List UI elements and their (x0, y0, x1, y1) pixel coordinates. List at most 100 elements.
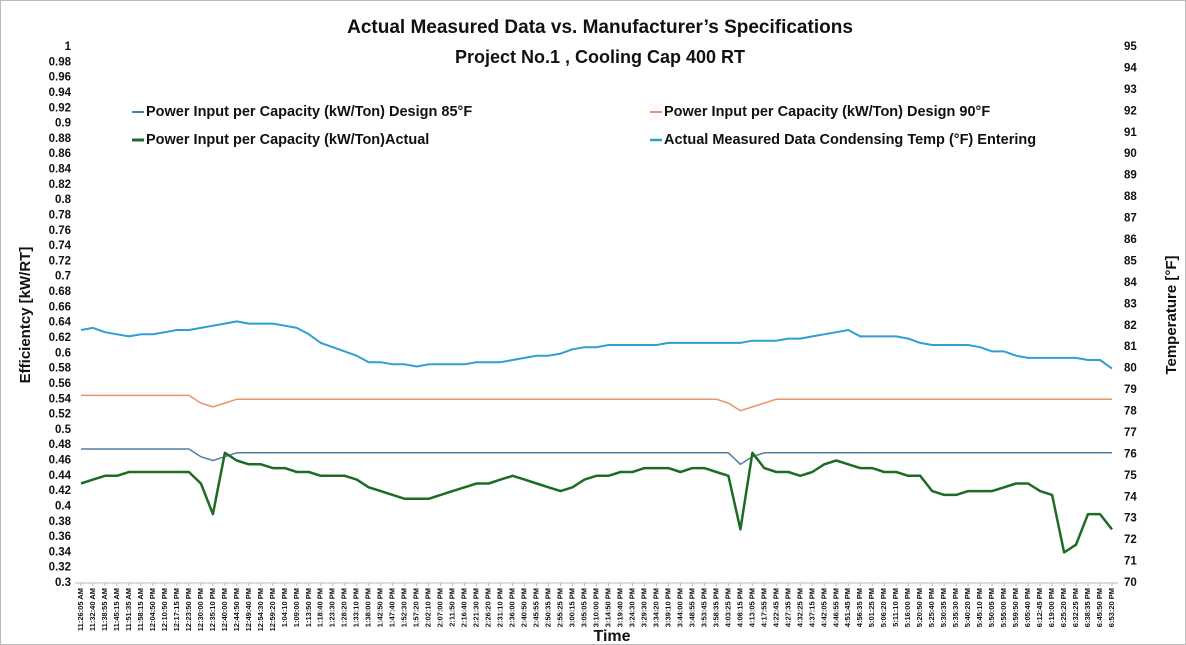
y-tick-label: 0.74 (49, 240, 72, 252)
y-tick-label: 1 (65, 41, 72, 53)
y2-tick-label: 79 (1124, 384, 1137, 396)
y-tick-label: 0.98 (49, 56, 72, 68)
x-tick-label: 3:00:15 PM (568, 588, 577, 627)
y-tick-label: 0.4 (55, 500, 72, 512)
y-tick-label: 0.5 (55, 424, 72, 436)
x-tick-label: 5:06:20 PM (879, 588, 888, 627)
x-tick-label: 12:59:20 PM (268, 588, 277, 631)
x-tick-label: 5:55:00 PM (999, 588, 1008, 627)
series-line (81, 448, 1112, 466)
legend-label: Actual Measured Data Condensing Temp (°F… (664, 132, 1036, 148)
x-axis-label: Time (593, 628, 630, 645)
y-tick-label: 0.68 (49, 286, 72, 298)
x-tick-label: 5:45:10 PM (975, 588, 984, 627)
y-tick-label: 0.76 (49, 225, 71, 237)
x-tick-label: 12:49:40 PM (244, 588, 253, 631)
x-tick-label: 12:23:50 PM (184, 588, 193, 631)
x-tick-label: 6:38:35 PM (1083, 588, 1092, 627)
y-tick-label: 0.42 (49, 485, 71, 497)
x-tick-label: 1:42:50 PM (376, 588, 385, 627)
y2-tick-label: 77 (1124, 427, 1137, 439)
x-tick-label: 1:47:40 PM (388, 588, 397, 627)
y2-tick-label: 94 (1124, 62, 1137, 74)
x-tick-label: 3:48:55 PM (687, 588, 696, 627)
y-tick-label: 0.88 (49, 133, 72, 145)
x-tick-label: 2:07:00 PM (436, 588, 445, 627)
series-line (80, 320, 1113, 370)
x-tick-label: 1:23:30 PM (328, 588, 337, 627)
y2-tick-label: 72 (1124, 534, 1137, 546)
x-tick-label: 3:10:00 PM (591, 588, 600, 627)
x-tick-label: 4:46:55 PM (831, 588, 840, 627)
y-tick-label: 0.6 (55, 347, 71, 359)
x-tick-label: 5:16:00 PM (903, 588, 912, 627)
y2-tick-label: 89 (1124, 170, 1137, 182)
x-tick-label: 4:37:15 PM (807, 588, 816, 627)
x-tick-label: 6:05:40 PM (1023, 588, 1032, 627)
y-tick-label: 0.86 (49, 148, 71, 160)
x-tick-label: 2:50:35 PM (544, 588, 553, 627)
x-tick-label: 5:11:10 PM (891, 588, 900, 627)
x-tick-label: 1:38:00 PM (364, 588, 373, 627)
x-tick-label: 11:38:55 AM (100, 588, 109, 631)
y2-axis-label: Temperature [°F] (1163, 255, 1180, 374)
legend-label: Power Input per Capacity (kW/Ton) Design… (146, 104, 472, 120)
x-tick-label: 3:19:40 PM (615, 588, 624, 627)
legend-label: Power Input per Capacity (kW/Ton) Design… (664, 104, 990, 120)
x-tick-label: 6:32:25 PM (1071, 588, 1080, 627)
y2-tick-label: 75 (1124, 470, 1137, 482)
x-tick-label: 2:31:10 PM (496, 588, 505, 627)
x-tick-label: 4:56:35 PM (855, 588, 864, 627)
y-tick-label: 0.56 (49, 378, 71, 390)
x-tick-label: 4:42:05 PM (819, 588, 828, 627)
y2-tick-label: 93 (1124, 84, 1137, 96)
y2-tick-label: 74 (1124, 491, 1137, 503)
y2-tick-label: 73 (1124, 513, 1137, 525)
x-tick-label: 5:20:50 PM (915, 588, 924, 627)
x-tick-label: 2:36:00 PM (508, 588, 517, 627)
y-tick-label: 0.9 (55, 118, 71, 130)
x-tick-label: 12:35:10 PM (208, 588, 217, 631)
x-tick-label: 5:25:40 PM (927, 588, 936, 627)
x-tick-label: 4:32:25 PM (795, 588, 804, 627)
y-tick-label: 0.64 (49, 317, 72, 329)
y2-tick-label: 84 (1124, 277, 1137, 289)
chart-subtitle: Project No.1 , Cooling Cap 400 RT (455, 47, 745, 67)
y-tick-label: 0.62 (49, 332, 71, 344)
x-tick-label: 11:51:35 AM (124, 588, 133, 631)
y-tick-label: 0.82 (49, 179, 71, 191)
y2-tick-label: 78 (1124, 406, 1137, 418)
legend-label: Power Input per Capacity (kW/Ton)Actual (146, 132, 429, 148)
x-tick-label: 3:29:30 PM (639, 588, 648, 627)
x-tick-label: 12:54:30 PM (256, 588, 265, 631)
y-tick-label: 0.46 (49, 455, 71, 467)
y-tick-label: 0.78 (49, 209, 72, 221)
y-tick-label: 0.48 (49, 439, 72, 451)
x-tick-label: 1:04:10 PM (280, 588, 289, 627)
y2-tick-label: 86 (1124, 234, 1137, 246)
x-tick-label: 5:59:50 PM (1011, 588, 1020, 627)
y-tick-label: 0.58 (49, 363, 72, 375)
x-tick-label: 3:14:50 PM (603, 588, 612, 627)
x-tick-label: 2:40:50 PM (520, 588, 529, 627)
x-tick-label: 3:05:05 PM (579, 588, 588, 627)
y-tick-label: 0.66 (49, 301, 71, 313)
x-tick-label: 1:57:20 PM (412, 588, 421, 627)
y-tick-label: 0.52 (49, 409, 71, 421)
y-tick-label: 0.8 (55, 194, 72, 206)
x-tick-label: 5:50:05 PM (987, 588, 996, 627)
x-tick-label: 4:51:45 PM (843, 588, 852, 627)
x-tick-label: 2:26:20 PM (484, 588, 493, 627)
x-tick-label: 5:35:30 PM (951, 588, 960, 627)
x-tick-label: 1:09:00 PM (292, 588, 301, 627)
x-tick-label: 2:16:40 PM (460, 588, 469, 627)
x-tick-label: 6:53:20 PM (1107, 588, 1116, 627)
y2-tick-label: 71 (1124, 556, 1137, 568)
x-tick-label: 11:32:40 AM (88, 588, 97, 631)
y-tick-label: 0.32 (49, 562, 71, 574)
x-tick-label: 4:27:35 PM (783, 588, 792, 627)
y-tick-label: 0.3 (55, 577, 71, 589)
y2-tick-label: 81 (1124, 341, 1137, 353)
